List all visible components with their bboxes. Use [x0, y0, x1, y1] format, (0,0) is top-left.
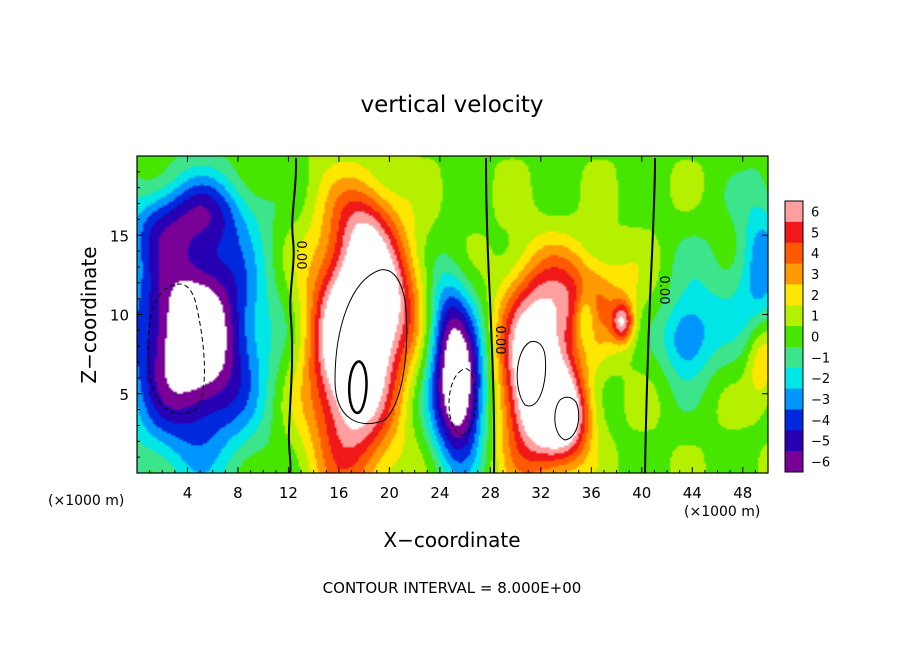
- colorbar-swatch: [785, 242, 803, 264]
- x-axis-label: X−coordinate: [383, 528, 520, 552]
- heatmap-field: [137, 156, 768, 473]
- x-tick-label: 44: [683, 484, 702, 502]
- colorbar-swatch: [785, 451, 803, 473]
- colorbar-label: −5: [811, 435, 830, 450]
- heatmap-image: [137, 156, 768, 473]
- colorbar-label: 5: [811, 226, 819, 241]
- chart-title: vertical velocity: [361, 92, 544, 118]
- colorbar-label: 6: [811, 205, 819, 220]
- positive-contour-line: [554, 396, 580, 441]
- colorbar-swatch: [785, 409, 803, 431]
- colorbar-swatch: [785, 367, 803, 389]
- x-tick-label: 24: [430, 484, 449, 502]
- x-tick-label: 32: [531, 484, 550, 502]
- y-tick-label: 5: [119, 386, 129, 404]
- colorbar-swatch: [785, 263, 803, 285]
- colorbar-label: 4: [811, 247, 819, 262]
- x-tick-label: 4: [183, 484, 193, 502]
- colorbar-swatch: [785, 284, 803, 306]
- zero-contour-line: [485, 157, 496, 473]
- y-tick-label: 15: [110, 227, 129, 245]
- colorbar-swatch: [785, 221, 803, 243]
- y-axis-label: Z−coordinate: [77, 246, 101, 383]
- contour-label: 0.00: [656, 276, 671, 305]
- y-tick-label: 10: [110, 307, 129, 325]
- colorbar-label: −1: [811, 351, 830, 366]
- colorbar-frame: [784, 200, 804, 473]
- negative-contour-line: [448, 368, 477, 436]
- zero-contour-line: [644, 157, 656, 473]
- positive-contour-line: [348, 360, 368, 415]
- x-tick-label: 40: [632, 484, 651, 502]
- colorbar-label: 3: [811, 268, 819, 283]
- colorbar-swatch: [785, 326, 803, 348]
- x-axis: 4 8 12 16 20 24 28 32 36 40 44 48: [149, 156, 756, 502]
- colorbar-swatch: [785, 388, 803, 410]
- positive-contour-line: [334, 269, 408, 425]
- contour-label: 0.00: [492, 326, 507, 355]
- colorbar-label: −4: [811, 414, 830, 429]
- x-tick-label: 8: [233, 484, 243, 502]
- negative-contour-line: [147, 283, 205, 415]
- colorbar-label: −6: [811, 456, 830, 471]
- x-tick-label: 48: [733, 484, 752, 502]
- colorbar-label: −2: [811, 372, 830, 387]
- colorbar-label: 0: [811, 331, 819, 346]
- colorbar-label: −3: [811, 393, 830, 408]
- colorbar-swatch: [785, 305, 803, 327]
- x-unit-label-left: (×1000 m): [48, 493, 124, 509]
- contour-lines: [147, 157, 656, 473]
- contour-label: 0.00: [293, 241, 308, 270]
- colorbar-label: 2: [811, 289, 819, 304]
- colorbar-swatch: [785, 346, 803, 369]
- zero-contour-line: [287, 157, 298, 473]
- x-unit-label-right: (×1000 m): [684, 504, 760, 520]
- x-tick-label: 28: [481, 484, 500, 502]
- colorbar: 6 5 4 3 2 1 0 −1 −2 −3 −4 −5 −6: [784, 200, 830, 473]
- y-axis: 5 10 15: [110, 171, 768, 458]
- colorbar-swatch: [785, 201, 803, 223]
- x-tick-label: 16: [329, 484, 348, 502]
- x-tick-label: 12: [279, 484, 298, 502]
- positive-contour-line: [516, 340, 547, 407]
- contour-interval-note: CONTOUR INTERVAL = 8.000E+00: [323, 579, 582, 597]
- colorbar-label: 1: [811, 310, 819, 325]
- x-tick-label: 36: [582, 484, 601, 502]
- x-tick-label: 20: [380, 484, 399, 502]
- colorbar-swatch: [785, 430, 803, 452]
